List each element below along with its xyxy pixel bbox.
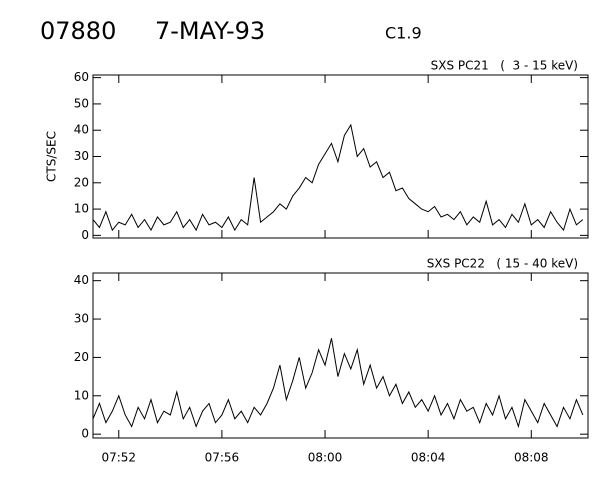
x-tick-label: 08:08 (514, 451, 549, 465)
panel-title: SXS PC21 ( 3 - 15 keV) (431, 59, 578, 73)
y-tick-label: 10 (74, 388, 89, 402)
y-tick-label: 50 (74, 96, 89, 110)
x-tick-label: 08:04 (411, 451, 446, 465)
event-date: 7-MAY-93 (155, 17, 265, 45)
y-tick-label: 40 (74, 123, 89, 137)
data-line (92, 123, 584, 232)
x-tick-label: 08:00 (308, 451, 343, 465)
plot-frame (92, 272, 589, 439)
y-tick-label: 40 (74, 273, 89, 287)
data-line (92, 338, 584, 429)
y-tick-label: 20 (74, 175, 89, 189)
y-tick-label: 30 (74, 149, 89, 163)
y-tick-label: 10 (74, 202, 89, 216)
y-tick-label: 60 (74, 70, 89, 84)
plot-frame (92, 74, 589, 239)
flare-class: C1.9 (385, 24, 422, 43)
y-tick-label: 30 (74, 312, 89, 326)
event-id: 07880 (40, 17, 116, 45)
y-tick-label: 20 (74, 350, 89, 364)
panel-title: SXS PC22 ( 15 - 40 keV) (427, 257, 578, 271)
y-tick-label: 0 (81, 228, 89, 242)
y-tick-label: 0 (81, 427, 89, 441)
y-axis-label: CTS/SEC (45, 131, 59, 182)
x-tick-label: 07:56 (205, 451, 240, 465)
x-tick-label: 07:52 (101, 451, 136, 465)
